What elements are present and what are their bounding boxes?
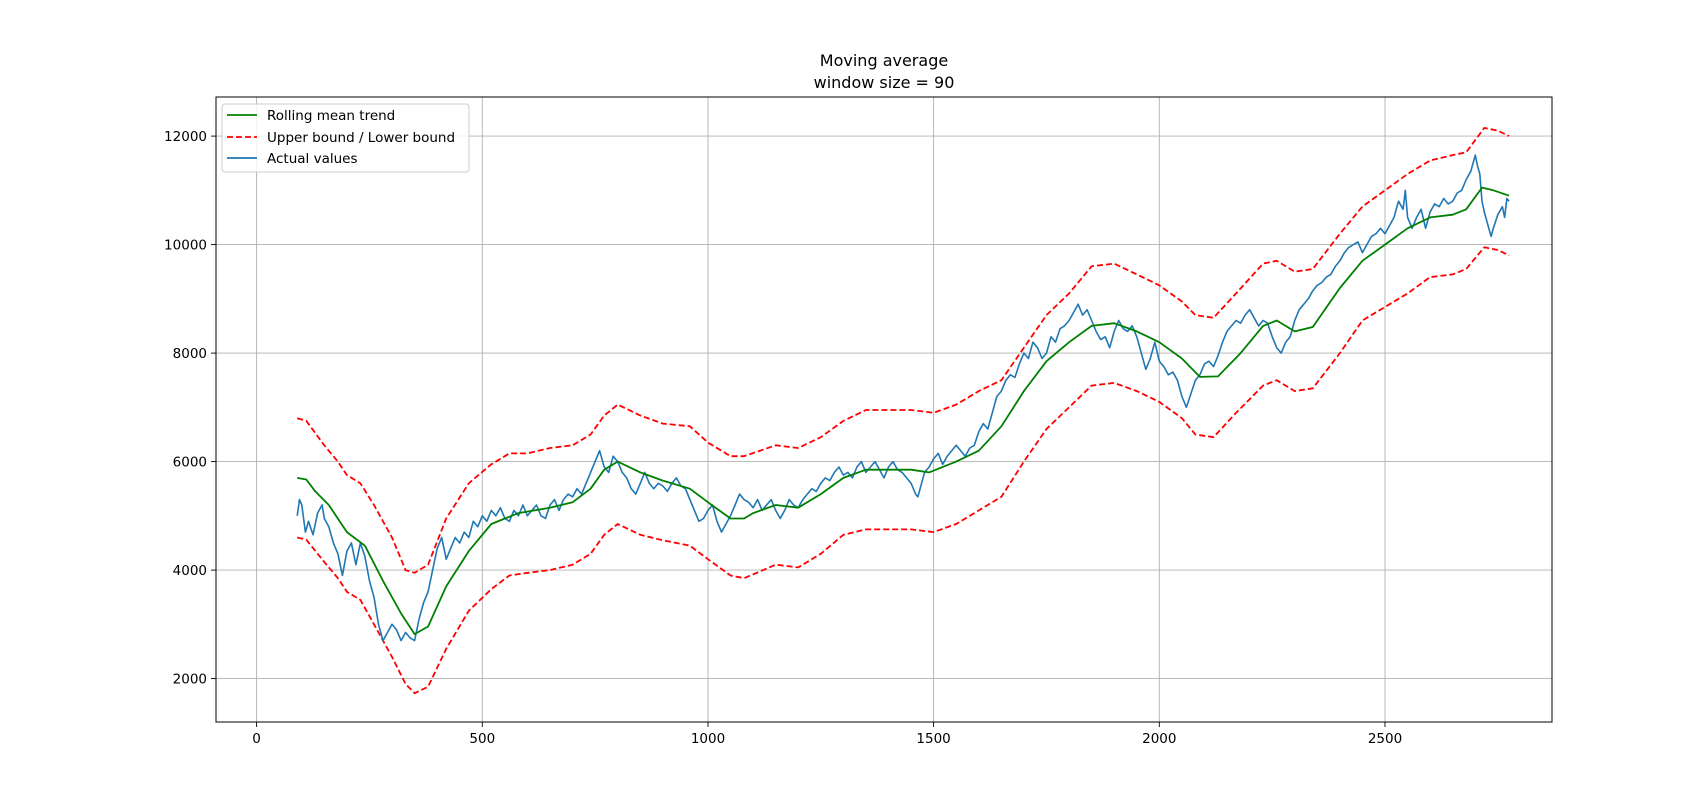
y-tick-label: 4000 [173, 563, 207, 579]
x-tick-label: 2500 [1368, 731, 1402, 747]
legend-label-rolling-mean: Rolling mean trend [267, 108, 395, 124]
y-axis: 2000 4000 6000 8000 10000 12000 [164, 129, 216, 688]
x-axis: 0 500 1000 1500 2000 2500 [252, 722, 1402, 747]
legend-box [221, 103, 470, 173]
chart-title: Moving average [820, 51, 948, 70]
y-tick-label: 12000 [164, 129, 207, 145]
y-tick-label: 10000 [164, 238, 207, 254]
plot-series [296, 127, 1510, 695]
y-tick-label: 2000 [173, 672, 207, 688]
y-tick-label: 6000 [173, 455, 207, 471]
legend: Rolling mean trend Upper bound / Lower b… [221, 103, 470, 173]
x-tick-label: 500 [469, 731, 495, 747]
legend-label-actual-values: Actual values [267, 151, 358, 167]
legend-label-bounds: Upper bound / Lower bound [267, 130, 455, 146]
y-tick-label: 8000 [173, 346, 207, 362]
actual-values-line [296, 154, 1510, 642]
x-tick-label: 0 [252, 731, 261, 747]
rolling-mean-line [297, 186, 1510, 635]
grid-lines [216, 97, 1552, 722]
plot-frame [215, 96, 1553, 723]
x-tick-label: 2000 [1142, 731, 1176, 747]
upper-bound-line [296, 127, 1510, 574]
x-tick-label: 1000 [691, 731, 725, 747]
lower-bound-line [296, 246, 1510, 695]
chart-subtitle: window size = 90 [814, 73, 955, 92]
x-tick-label: 1500 [916, 731, 950, 747]
